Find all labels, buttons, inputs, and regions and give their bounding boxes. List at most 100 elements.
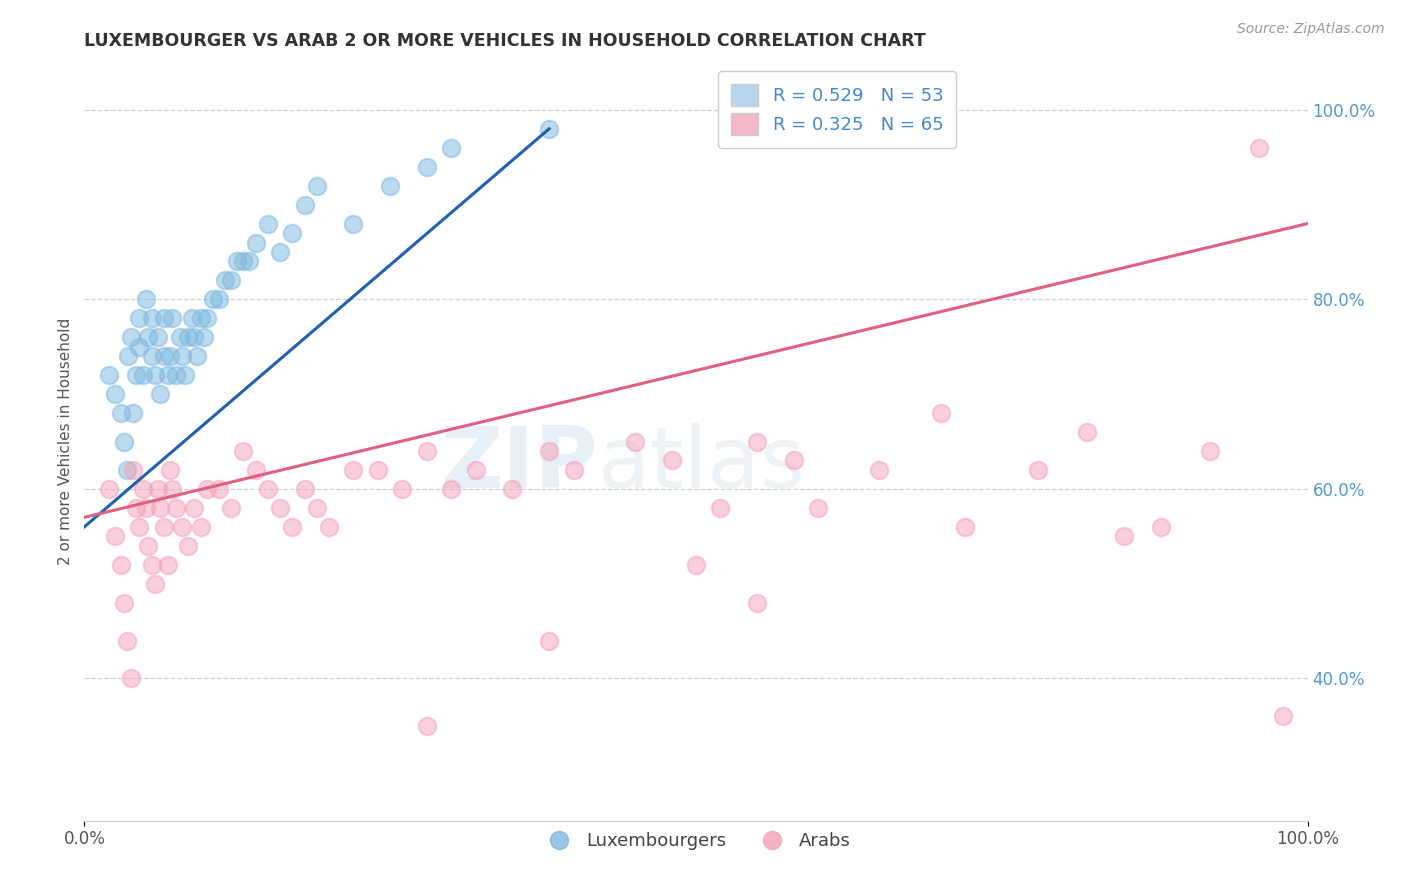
Point: [305, 178, 328, 193]
Point: [97, 368, 120, 383]
Point: [226, 254, 249, 268]
Point: [245, 463, 267, 477]
Point: [97, 482, 120, 496]
Point: [367, 463, 389, 477]
Point: [153, 520, 176, 534]
Point: [183, 330, 205, 344]
Point: [143, 368, 166, 383]
Point: [201, 293, 224, 307]
Point: [193, 330, 215, 344]
Point: [538, 633, 561, 648]
Point: [709, 500, 731, 515]
Point: [624, 434, 647, 449]
Point: [162, 311, 184, 326]
Point: [181, 311, 204, 326]
Point: [391, 482, 413, 496]
Point: [125, 368, 148, 383]
Point: [153, 311, 176, 326]
Point: [342, 463, 364, 477]
Point: [538, 444, 561, 458]
Point: [305, 500, 328, 515]
Text: ZIP: ZIP: [440, 423, 598, 506]
Point: [112, 596, 135, 610]
Point: [238, 254, 260, 268]
Point: [165, 500, 187, 515]
Point: [929, 406, 952, 420]
Point: [807, 500, 830, 515]
Point: [538, 121, 561, 136]
Point: [117, 349, 139, 363]
Text: Source: ZipAtlas.com: Source: ZipAtlas.com: [1237, 22, 1385, 37]
Point: [440, 482, 463, 496]
Point: [245, 235, 267, 250]
Point: [294, 482, 316, 496]
Point: [281, 520, 304, 534]
Point: [135, 500, 157, 515]
Point: [1150, 520, 1173, 534]
Point: [208, 293, 231, 307]
Point: [869, 463, 891, 477]
Point: [143, 576, 166, 591]
Point: [747, 596, 769, 610]
Point: [416, 160, 439, 174]
Point: [104, 529, 127, 543]
Point: [1198, 444, 1220, 458]
Point: [128, 520, 150, 534]
Point: [502, 482, 524, 496]
Point: [783, 453, 806, 467]
Point: [162, 482, 184, 496]
Point: [219, 273, 242, 287]
Point: [136, 330, 159, 344]
Point: [232, 444, 254, 458]
Point: [165, 368, 187, 383]
Point: [416, 719, 439, 733]
Point: [132, 482, 155, 496]
Point: [281, 226, 304, 240]
Point: [269, 244, 291, 259]
Point: [380, 178, 402, 193]
Point: [149, 387, 172, 401]
Point: [141, 558, 163, 572]
Point: [190, 520, 212, 534]
Point: [146, 330, 169, 344]
Point: [190, 311, 212, 326]
Point: [159, 349, 181, 363]
Point: [104, 387, 127, 401]
Point: [125, 500, 148, 515]
Point: [132, 368, 155, 383]
Point: [562, 463, 585, 477]
Point: [172, 520, 194, 534]
Point: [177, 330, 200, 344]
Point: [115, 463, 138, 477]
Point: [122, 463, 145, 477]
Point: [172, 349, 194, 363]
Point: [156, 558, 179, 572]
Point: [747, 434, 769, 449]
Point: [149, 500, 172, 515]
Point: [269, 500, 291, 515]
Legend: Luxembourgers, Arabs: Luxembourgers, Arabs: [534, 825, 858, 857]
Point: [122, 406, 145, 420]
Point: [120, 330, 142, 344]
Point: [141, 349, 163, 363]
Point: [1114, 529, 1136, 543]
Point: [112, 434, 135, 449]
Point: [153, 349, 176, 363]
Point: [159, 463, 181, 477]
Point: [128, 340, 150, 354]
Point: [219, 500, 242, 515]
Point: [214, 273, 236, 287]
Point: [464, 463, 486, 477]
Point: [257, 482, 280, 496]
Point: [257, 217, 280, 231]
Point: [173, 368, 195, 383]
Point: [146, 482, 169, 496]
Point: [135, 293, 157, 307]
Text: atlas: atlas: [598, 423, 806, 506]
Point: [1076, 425, 1098, 439]
Point: [115, 633, 138, 648]
Point: [294, 197, 316, 211]
Point: [156, 368, 179, 383]
Point: [1028, 463, 1050, 477]
Y-axis label: 2 or more Vehicles in Household: 2 or more Vehicles in Household: [58, 318, 73, 566]
